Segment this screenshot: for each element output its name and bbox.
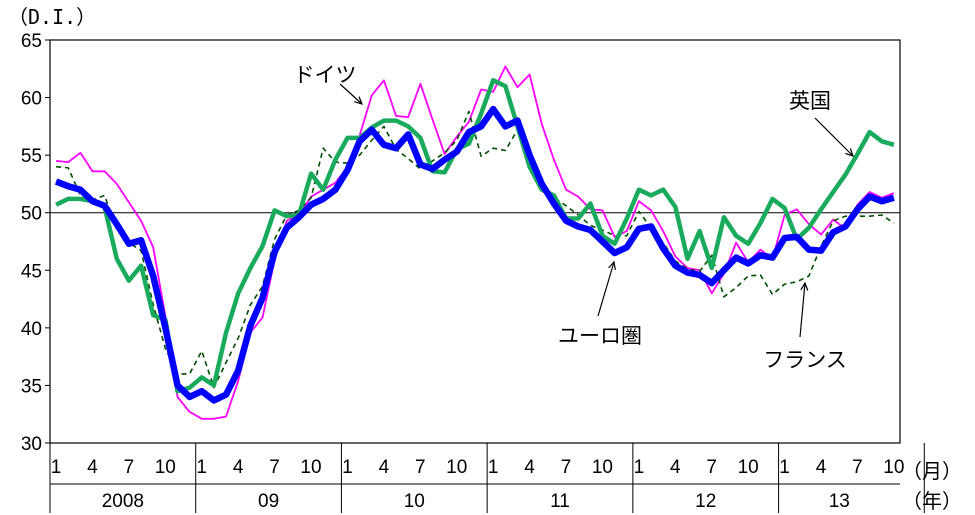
- annotation-france: フランス: [763, 348, 847, 372]
- x-unit-year-label: （年）: [902, 489, 962, 513]
- y-tick-label: 45: [21, 261, 42, 282]
- x-month-tick-label: 7: [415, 457, 426, 478]
- y-tick-label: 55: [21, 146, 42, 167]
- x-month-tick-label: 7: [706, 457, 717, 478]
- x-month-tick-label: 10: [883, 457, 904, 478]
- x-month-tick-label: 1: [51, 457, 62, 478]
- x-month-tick-label: 7: [269, 457, 280, 478]
- x-month-tick-label: 4: [233, 457, 244, 478]
- annotation-arrowhead: [800, 281, 809, 291]
- x-month-tick-label: 10: [592, 457, 613, 478]
- x-month-tick-label: 10: [738, 457, 759, 478]
- x-month-tick-label: 4: [524, 457, 535, 478]
- x-month-tick-label: 4: [379, 457, 390, 478]
- annotation-arrowhead: [845, 148, 854, 157]
- x-month-tick-label: 7: [852, 457, 863, 478]
- x-year-label: 10: [404, 491, 425, 512]
- x-month-tick-label: 4: [670, 457, 681, 478]
- x-unit-month-label: （月）: [902, 459, 962, 483]
- y-tick-label: 65: [21, 31, 42, 52]
- x-month-tick-label: 1: [634, 457, 645, 478]
- x-year-label: 09: [258, 491, 279, 512]
- plot-frame: [49, 39, 901, 444]
- x-month-tick-label: 4: [87, 457, 98, 478]
- annotation-eurozone: ユーロ圏: [558, 324, 642, 348]
- y-tick-label: 35: [21, 376, 42, 397]
- annotation-arrowhead: [354, 96, 364, 105]
- y-tick-label: 50: [21, 204, 42, 225]
- x-year-label: 2008: [102, 491, 144, 512]
- x-month-tick-label: 4: [816, 457, 827, 478]
- x-month-tick-label: 1: [779, 457, 790, 478]
- annotation-germany: ドイツ: [294, 63, 357, 87]
- x-month-tick-label: 10: [300, 457, 321, 478]
- annotation-leader-line: [799, 282, 806, 338]
- x-month-tick-label: 10: [155, 457, 176, 478]
- x-year-label: 11: [550, 491, 570, 512]
- series-line-france: [56, 110, 895, 389]
- y-tick-label: 40: [21, 319, 42, 340]
- annotation-leader-line: [339, 83, 363, 105]
- annotation-uk: 英国: [789, 89, 831, 113]
- x-month-tick-label: 1: [196, 457, 207, 478]
- x-year-label: 13: [829, 491, 850, 512]
- annotation-leader-line: [597, 261, 615, 317]
- x-month-tick-label: 1: [342, 457, 353, 478]
- y-tick-label: 30: [21, 434, 42, 455]
- x-month-tick-label: 1: [488, 457, 499, 478]
- x-year-label: 12: [695, 491, 716, 512]
- annotation-arrowhead: [608, 260, 616, 270]
- x-month-tick-label: 7: [561, 457, 572, 478]
- x-month-tick-label: 7: [124, 457, 135, 478]
- y-tick-label: 60: [21, 89, 42, 110]
- x-month-tick-label: 10: [446, 457, 467, 478]
- series-line-eurozone: [54, 105, 895, 404]
- annotation-leader-line: [814, 117, 854, 157]
- y-unit-label: （D.I.）: [8, 5, 96, 29]
